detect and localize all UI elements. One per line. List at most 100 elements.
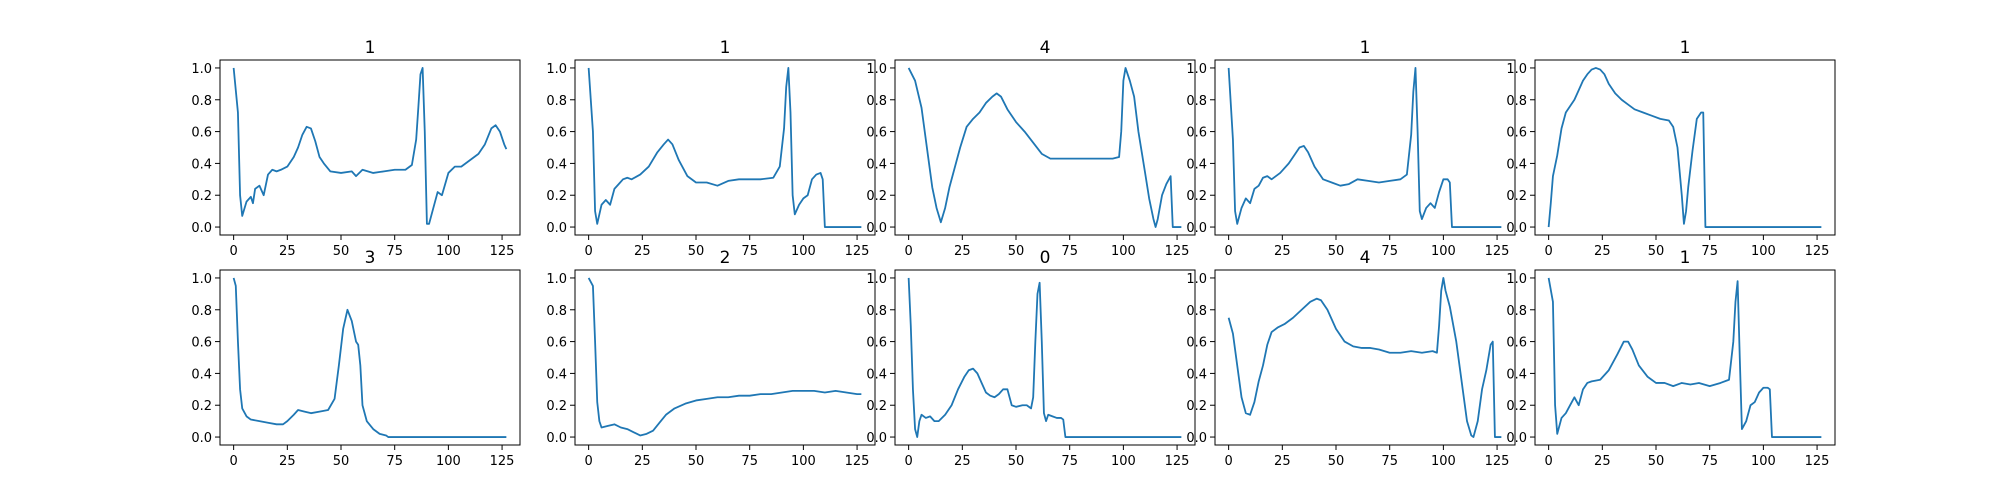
y-tick-label: 1.0 [1186,272,1207,287]
subplot-title: 3 [365,248,376,268]
subplot-title: 1 [1360,38,1371,58]
subplot-1: 1 0 25 50 75 100 125 0.0 0.2 0.4 0.6 0.8 1.0 [191,38,521,259]
x-tick-label: 0 [1224,244,1232,259]
x-tick-label: 50 [1328,454,1345,469]
x-tick-label: 0 [584,454,592,469]
y-tick-label: 1.0 [1186,62,1207,77]
y-tick-label: 0.4 [866,367,887,382]
y-tick-label: 0.0 [1506,431,1527,446]
subplot-title: 1 [1680,248,1691,268]
y-tick-label: 0.8 [1186,94,1207,109]
y-tick-label: 0.0 [866,431,887,446]
subplot-9: 4 0 25 50 75 100 125 0.0 0.2 0.4 0.6 0.8 1.0 [1186,248,1516,469]
y-tick-label: 0.4 [191,157,212,172]
y-tick-label: 0.4 [546,157,567,172]
x-tick-label: 100 [436,454,461,469]
y-tick-label: 0.2 [1186,189,1207,204]
x-tick-label: 100 [1111,244,1136,259]
x-tick-label: 125 [1805,454,1830,469]
x-tick-label: 25 [1594,454,1611,469]
y-tick-label: 0.8 [1506,94,1527,109]
x-tick-label: 0 [904,244,912,259]
y-tick-label: 0.0 [1186,221,1207,236]
y-tick-label: 0.4 [866,157,887,172]
x-tick-label: 0 [1544,454,1552,469]
subplot-7: 2 0 25 50 75 100 125 0.0 0.2 0.4 0.6 0.8 1.0 [546,248,876,469]
x-tick-label: 50 [688,454,705,469]
x-tick-label: 100 [1431,454,1456,469]
y-tick-label: 0.2 [1506,399,1527,414]
y-tick-label: 0.0 [191,221,212,236]
x-tick-label: 75 [386,454,403,469]
subplot-2: 1 0 25 50 75 100 125 0.0 0.2 0.4 0.6 0.8 1.0 [546,38,876,259]
y-tick-label: 0.0 [866,221,887,236]
y-tick-label: 0.2 [1506,189,1527,204]
x-tick-label: 125 [845,454,870,469]
subplot-5: 1 0 25 50 75 100 125 0.0 0.2 0.4 0.6 0.8 1.0 [1506,38,1836,259]
x-tick-label: 50 [333,454,350,469]
x-tick-label: 75 [1381,454,1398,469]
y-tick-label: 0.0 [1506,221,1527,236]
y-tick-label: 0.8 [191,94,212,109]
axes-frame [574,269,876,446]
x-tick-label: 100 [436,244,461,259]
y-tick-label: 0.2 [1186,399,1207,414]
axes-frame [1214,59,1516,236]
x-tick-label: 125 [1805,244,1830,259]
y-tick-label: 0.2 [546,189,567,204]
signal-line [1547,67,1822,228]
y-tick-label: 0.2 [191,399,212,414]
axes-frame [894,59,1196,236]
y-tick-label: 1.0 [191,272,212,287]
y-tick-label: 0.6 [1186,336,1207,351]
x-tick-label: 75 [1381,244,1398,259]
signal-line [232,277,507,438]
y-tick-label: 0.6 [1186,126,1207,141]
x-tick-label: 0 [904,454,912,469]
signal-line [587,277,862,437]
axes-frame [1534,59,1836,236]
x-tick-label: 0 [229,244,237,259]
x-tick-label: 50 [333,244,350,259]
x-tick-label: 125 [490,244,515,259]
y-tick-label: 0.2 [191,189,212,204]
y-tick-label: 0.6 [1506,126,1527,141]
x-tick-label: 75 [1701,244,1718,259]
x-tick-label: 50 [1648,454,1665,469]
y-tick-label: 0.4 [1186,157,1207,172]
y-tick-label: 0.2 [546,399,567,414]
y-tick-label: 0.6 [866,336,887,351]
signal-line [587,67,862,228]
x-tick-label: 0 [1224,454,1232,469]
x-tick-label: 125 [490,454,515,469]
signal-line [1227,277,1502,438]
x-tick-label: 100 [1111,454,1136,469]
subplot-8: 0 0 25 50 75 100 125 0.0 0.2 0.4 0.6 0.8 1.0 [866,248,1196,469]
subplot-3: 4 0 25 50 75 100 125 0.0 0.2 0.4 0.6 0.8 1.0 [866,38,1196,259]
x-tick-label: 50 [1648,244,1665,259]
subplot-title: 4 [1360,248,1371,268]
x-tick-label: 50 [1008,244,1025,259]
axes-frame [1214,269,1516,446]
y-tick-label: 1.0 [1506,272,1527,287]
x-tick-label: 25 [1594,244,1611,259]
axes-frame [219,59,521,236]
y-tick-label: 0.8 [1506,304,1527,319]
x-tick-label: 25 [1274,244,1291,259]
subplot-title: 1 [720,38,731,58]
y-tick-label: 1.0 [191,62,212,77]
y-tick-label: 0.6 [866,126,887,141]
subplot-title: 1 [365,38,376,58]
x-tick-label: 125 [1165,454,1190,469]
x-tick-label: 100 [1431,244,1456,259]
signal-line [1547,277,1822,438]
y-tick-label: 1.0 [866,62,887,77]
axes-frame [894,269,1196,446]
subplot-6: 3 0 25 50 75 100 125 0.0 0.2 0.4 0.6 0.8 1.0 [191,248,521,469]
y-tick-label: 0.2 [866,189,887,204]
subplot-title: 1 [1680,38,1691,58]
y-tick-label: 1.0 [866,272,887,287]
x-tick-label: 0 [584,244,592,259]
